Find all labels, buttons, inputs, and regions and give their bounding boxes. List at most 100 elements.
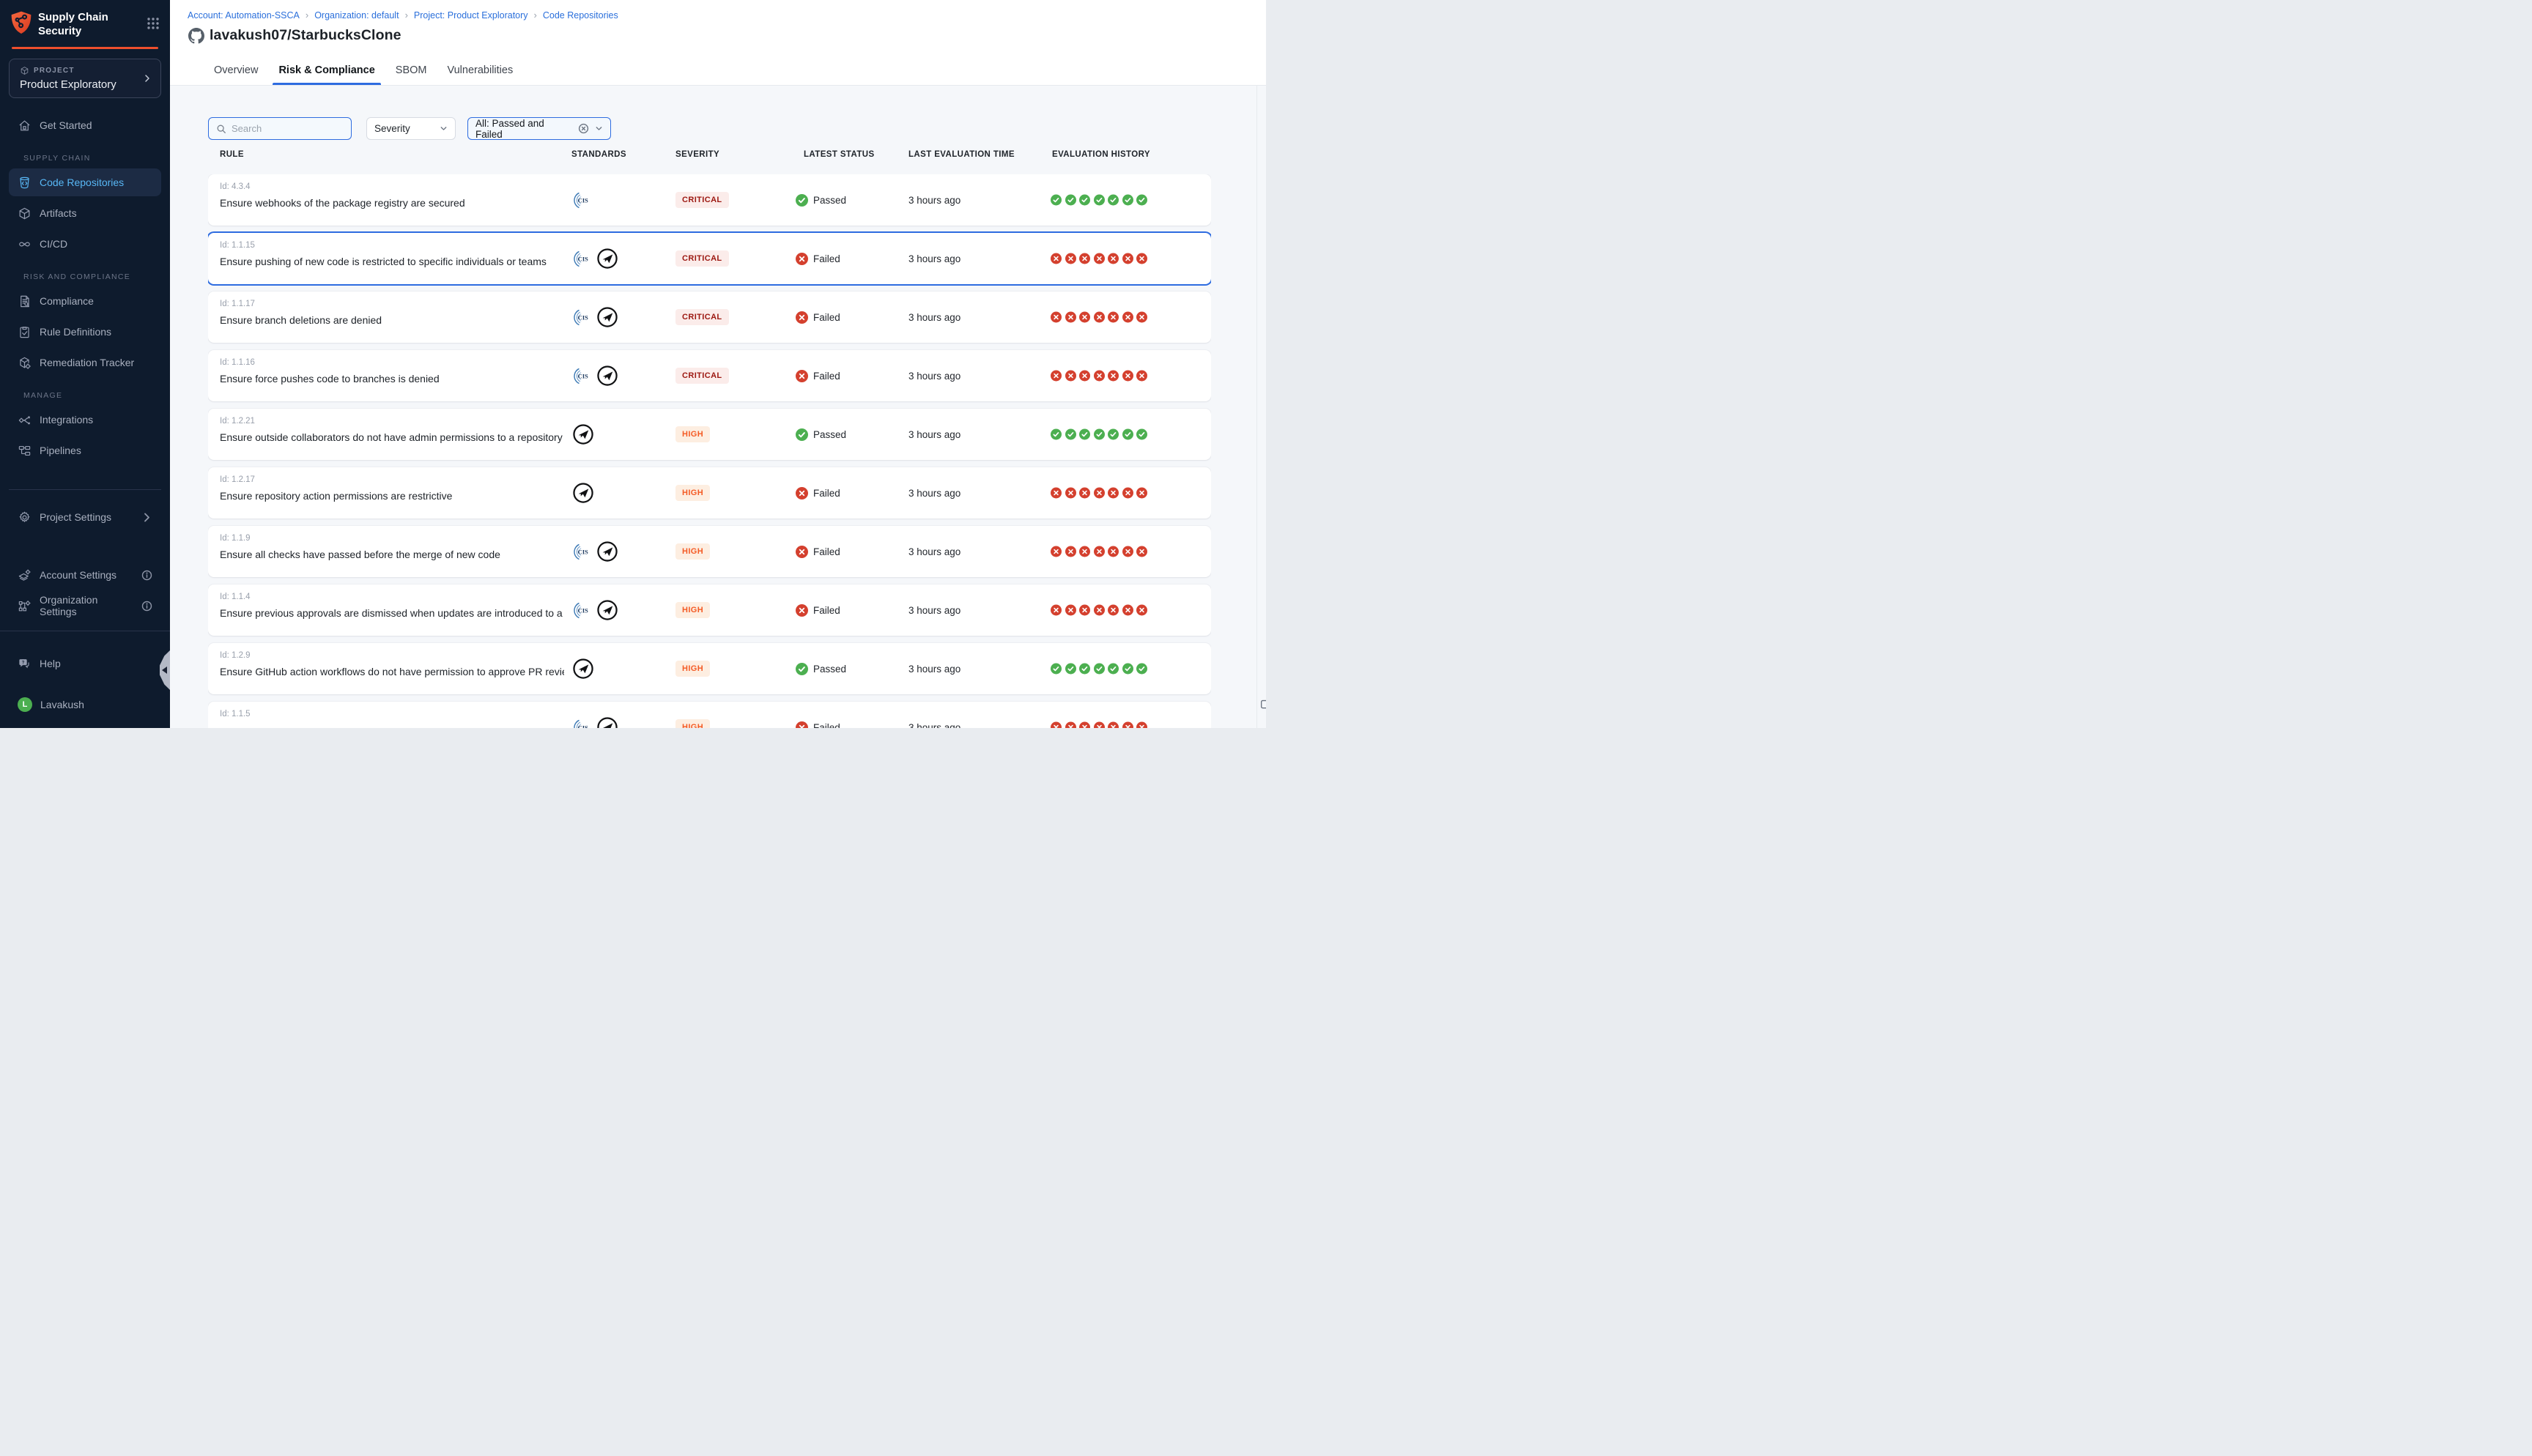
history-fail-icon (1079, 546, 1090, 557)
breadcrumb-link[interactable]: Account: Automation-SSCA (188, 10, 300, 21)
project-cube-icon (20, 66, 29, 75)
history-fail-icon (1065, 604, 1076, 616)
sidebar-item-compliance[interactable]: Compliance (9, 287, 161, 315)
sidebar-item-ci-cd[interactable]: CI/CD (9, 230, 161, 258)
status-label: Passed (813, 428, 847, 440)
evaluation-history-cell (1051, 291, 1147, 343)
status-filter-dropdown[interactable]: All: Passed and Failed (467, 117, 611, 140)
sidebar-item-help[interactable]: ? Help (9, 650, 161, 677)
rule-cell: Id: 4.3.4 Ensure webhooks of the package… (220, 182, 465, 209)
history-fail-icon (1136, 604, 1147, 616)
sidebar-section-label: SUPPLY CHAIN (23, 154, 91, 163)
cis-standard-badge-icon: CIS (572, 308, 592, 327)
severity-filter-dropdown[interactable]: Severity (366, 117, 456, 140)
tab-vulnerabilities[interactable]: Vulnerabilities (447, 64, 514, 76)
rule-cell: Id: 1.1.4 Ensure previous approvals are … (220, 593, 564, 619)
sidebar-item-organization-settings[interactable]: Organization Settings (9, 592, 161, 620)
sidebar-item-account-settings[interactable]: Account Settings (9, 561, 161, 589)
failed-x-icon (796, 721, 808, 728)
rule-row[interactable]: Id: 1.1.5 CIS HIGH Failed 3 hours ago (208, 702, 1211, 728)
status-label: Failed (813, 487, 840, 499)
sidebar-item-artifacts[interactable]: Artifacts (9, 199, 161, 227)
pipelines-icon (18, 444, 32, 458)
chevron-down-icon (440, 125, 448, 133)
rule-text: Ensure webhooks of the package registry … (220, 197, 465, 209)
tab-risk-compliance[interactable]: Risk & Compliance (273, 59, 382, 85)
status-label: Failed (813, 311, 840, 323)
history-pass-icon (1079, 663, 1090, 675)
evaluation-history-cell (1051, 702, 1147, 728)
history-pass-icon (1108, 194, 1119, 206)
breadcrumb-link[interactable]: Project: Product Exploratory (413, 10, 528, 21)
evaluation-history-cell (1051, 584, 1147, 636)
failed-x-icon (796, 603, 808, 617)
brand-accent-divider (12, 47, 158, 49)
column-header-rule[interactable]: RULE (220, 150, 248, 159)
last-evaluation-time: 3 hours ago (908, 546, 961, 557)
history-pass-icon (1122, 428, 1133, 440)
github-icon (188, 27, 204, 44)
latest-status-cell: Failed (796, 584, 840, 636)
history-fail-icon (1079, 311, 1090, 323)
rule-cell: Id: 1.2.21 Ensure outside collaborators … (220, 417, 563, 443)
avatar: L (18, 697, 32, 712)
rule-row[interactable]: Id: 1.2.9 Ensure GitHub action workflows… (208, 643, 1211, 694)
search-box[interactable] (208, 117, 352, 140)
sidebar-item-project-settings[interactable]: Project Settings (9, 503, 161, 531)
rule-row[interactable]: Id: 1.1.16 Ensure force pushes code to b… (208, 350, 1211, 401)
history-fail-icon (1136, 370, 1147, 382)
rule-row[interactable]: Id: 4.3.4 Ensure webhooks of the package… (208, 174, 1211, 226)
search-icon (216, 124, 226, 134)
app-root: Supply Chain Security PROJECT Product Ex… (0, 0, 1266, 728)
info-icon[interactable] (141, 570, 152, 581)
sidebar-item-remediation-tracker[interactable]: Remediation Tracker (9, 349, 161, 376)
info-icon[interactable] (141, 601, 152, 612)
table-header: RULE STANDARDS SEVERITY LATEST STATUS LAST E… (208, 150, 1211, 169)
sidebar-item-integrations[interactable]: Integrations (9, 406, 161, 434)
rule-text: Ensure force pushes code to branches is … (220, 373, 440, 385)
column-header-severity[interactable]: SEVERITY (675, 150, 724, 159)
severity-badge: HIGH (675, 719, 711, 728)
feedback-chat-icon[interactable] (1259, 697, 1266, 713)
rule-row[interactable]: Id: 1.2.17 Ensure repository action perm… (208, 467, 1211, 519)
sidebar-collapse-toggle[interactable] (160, 650, 170, 690)
rule-row[interactable]: Id: 1.1.9 Ensure all checks have passed … (208, 526, 1211, 577)
user-menu[interactable]: L Lavakush (9, 691, 161, 718)
org-gear-icon (18, 599, 32, 613)
sidebar-item-get-started[interactable]: Get Started (9, 111, 161, 139)
severity-badge: HIGH (675, 661, 711, 677)
history-fail-icon (1093, 721, 1105, 728)
paper-plane-standard-badge-icon (596, 248, 618, 270)
last-evaluation-time: 3 hours ago (908, 253, 961, 264)
breadcrumb-link[interactable]: Code Repositories (542, 10, 618, 21)
svg-text:CIS: CIS (578, 724, 588, 728)
history-fail-icon (1108, 721, 1119, 728)
severity-badge: CRITICAL (675, 368, 729, 384)
clear-filter-icon[interactable] (578, 123, 589, 134)
history-fail-icon (1136, 311, 1147, 323)
svg-text:?: ? (22, 661, 25, 665)
history-fail-icon (1136, 253, 1147, 264)
tab-overview[interactable]: Overview (214, 64, 259, 76)
rule-text: Ensure previous approvals are dismissed … (220, 607, 564, 619)
failed-x-icon (796, 545, 808, 558)
sidebar-item-pipelines[interactable]: Pipelines (9, 437, 161, 464)
history-fail-icon (1079, 253, 1090, 264)
content-area: Severity All: Passed and Failed RULE STAN… (170, 86, 1266, 728)
search-input[interactable] (232, 123, 338, 134)
rule-row[interactable]: Id: 1.1.15 Ensure pushing of new code is… (208, 233, 1211, 284)
rule-row[interactable]: Id: 1.2.21 Ensure outside collaborators … (208, 409, 1211, 460)
rule-row[interactable]: Id: 1.1.4 Ensure previous approvals are … (208, 584, 1211, 636)
tab-sbom[interactable]: SBOM (395, 64, 427, 76)
history-fail-icon (1051, 370, 1062, 382)
column-header-last-evaluation-time: LAST EVALUATION TIME (908, 150, 1015, 159)
project-selector[interactable]: PROJECT Product Exploratory (9, 59, 161, 98)
sidebar-item-code-repositories[interactable]: Code Repositories (9, 168, 161, 196)
breadcrumb-link[interactable]: Organization: default (314, 10, 399, 21)
sidebar-item-rule-definitions[interactable]: Rule Definitions (9, 318, 161, 346)
history-fail-icon (1122, 487, 1133, 499)
app-switcher-grid-icon[interactable] (147, 17, 160, 30)
chevron-right-icon (143, 74, 152, 83)
rule-row[interactable]: Id: 1.1.17 Ensure branch deletions are d… (208, 291, 1211, 343)
severity-badge: CRITICAL (675, 309, 729, 325)
